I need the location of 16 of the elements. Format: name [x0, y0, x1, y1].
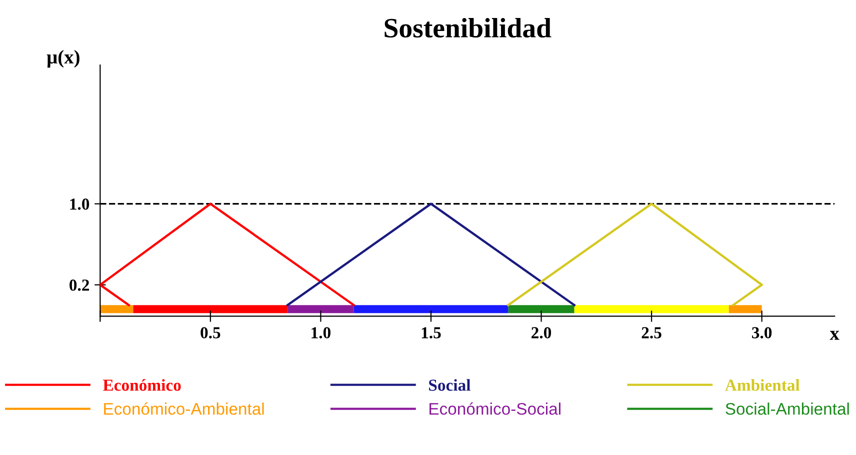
y-axis-title: μ(x) [46, 50, 80, 68]
text: Social [429, 379, 470, 391]
x-tick-label: 1.5 [422, 327, 441, 338]
x-tick-label: 1.0 [312, 327, 330, 338]
y-tick-label: 0.2 [70, 280, 90, 291]
text: Económico-Social [430, 402, 560, 415]
x-tick-label: 2.5 [642, 327, 662, 338]
text: Económico-Ambiental [104, 402, 264, 415]
x-axis-title: x [830, 330, 840, 340]
chart-title: Sostenibilidad [384, 18, 552, 38]
text: Ambiental [725, 379, 800, 391]
x-tick-label: 0.5 [200, 327, 220, 338]
text: Social-Ambiental [726, 402, 849, 415]
text: Económico [103, 379, 181, 391]
x-tick-label: 2.0 [532, 327, 552, 338]
x-tick-label: 3.0 [752, 327, 772, 338]
